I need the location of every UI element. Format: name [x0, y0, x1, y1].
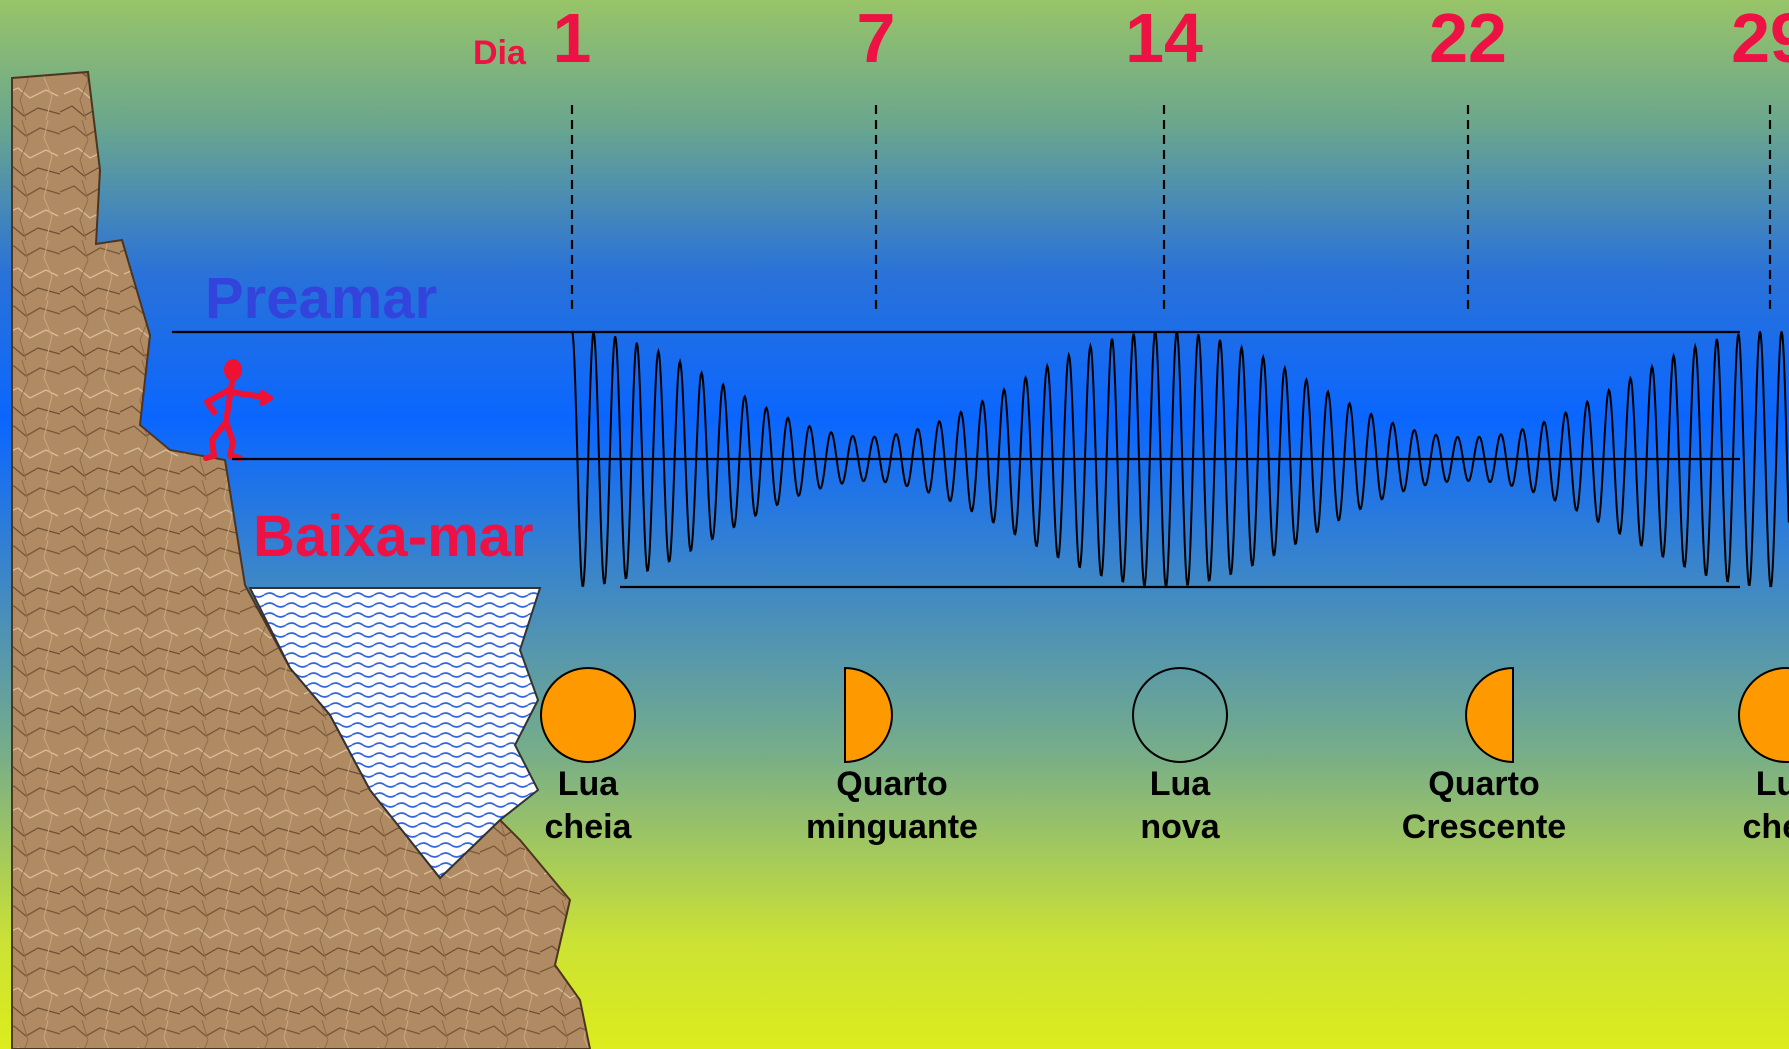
day-number: 29 [1731, 0, 1789, 77]
person-pointing-icon [203, 359, 273, 461]
day-number: 14 [1125, 0, 1203, 77]
tide-pool [248, 587, 542, 880]
moon-phase-label-line2: minguante [806, 808, 978, 846]
day-marker-7: 7 Quarto minguante [806, 0, 978, 846]
moon-phase-label-line1: Lua [558, 765, 620, 803]
day-marker-22: 22 Quarto Crescente [1402, 0, 1566, 846]
moon-phase-label-line2: Crescente [1402, 808, 1566, 846]
moon-phase-label-line1: Quarto [836, 765, 947, 803]
day-number: 1 [553, 0, 592, 77]
moon-phase-label-line1: Lua [1756, 765, 1789, 803]
day-marker-29: 29 Lua cheia [1731, 0, 1789, 846]
moon-phase-label-line1: Quarto [1428, 765, 1539, 803]
day-marker-14: 14 Lua nova [1125, 0, 1228, 846]
tide-wave [571, 330, 1789, 588]
high-tide-label: Preamar [205, 266, 437, 331]
moon-phase-label-line2: cheia [1743, 808, 1789, 846]
low-tide-label: Baixa-mar [253, 504, 533, 569]
first-quarter-moon-icon [1465, 666, 1514, 764]
day-number: 22 [1429, 0, 1507, 77]
day-marker-1: 1 Lua cheia [540, 0, 636, 846]
full-moon-icon [540, 667, 636, 763]
moon-phase-label-line2: cheia [545, 808, 633, 846]
moon-phase-label-line2: nova [1140, 808, 1220, 846]
last-quarter-moon-icon [844, 666, 893, 764]
full-moon-icon [1738, 667, 1789, 763]
new-moon-icon [1132, 667, 1228, 763]
day-prefix-label: Dia [473, 34, 527, 72]
moon-phase-label-line1: Lua [1150, 765, 1212, 803]
day-number: 7 [857, 0, 896, 77]
day-markers: 1 Lua cheia 7 Quarto minguante 14 Lua nova 22 Quar… [540, 0, 1789, 846]
